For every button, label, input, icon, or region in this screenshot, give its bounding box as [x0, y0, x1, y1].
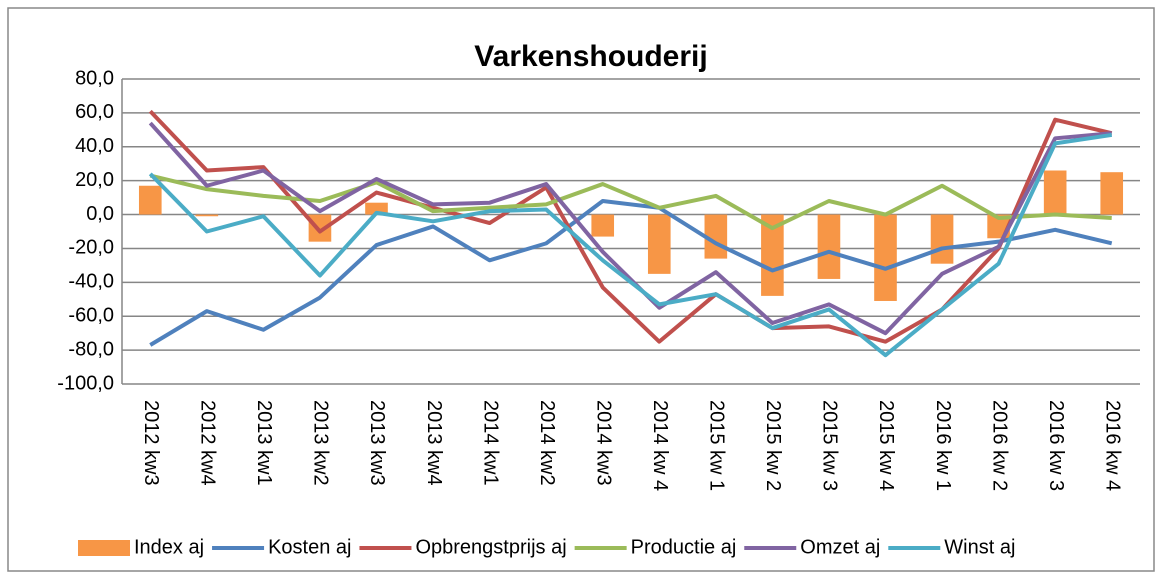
x-tick-label: 2015 kw 3: [819, 400, 841, 491]
x-tick-label: 2016 kw 3: [1045, 400, 1067, 491]
line-series: [149, 199, 1113, 347]
x-tick-label: 2014 kw3: [592, 400, 614, 486]
bar: [138, 185, 162, 215]
x-tick-label: 2013 kw1: [253, 400, 275, 486]
bar: [1043, 170, 1067, 215]
line-series: [148, 132, 1113, 358]
y-tick-label: 40,0: [75, 135, 114, 157]
bar: [591, 214, 615, 237]
bar: [365, 202, 388, 215]
x-tick-label: 2013 kw4: [423, 400, 445, 486]
x-tick-label: 2016 kw 2: [988, 400, 1010, 491]
x-tick-label: 2014 kw 4: [649, 400, 671, 491]
x-tick-label: 2012 kw3: [140, 400, 162, 486]
x-tick-label: 2015 kw 4: [875, 400, 897, 491]
line-series: [149, 173, 1112, 231]
x-tick-label: 2013 kw2: [310, 400, 332, 486]
legend-label: Productie aj: [631, 536, 737, 558]
legend-label: Opbrengstprijs aj: [415, 536, 566, 558]
bar: [195, 214, 219, 217]
legend-label: Index aj: [134, 536, 204, 558]
bar: [647, 214, 671, 274]
y-tick-label: -40,0: [68, 271, 114, 293]
y-tick-label: -80,0: [68, 338, 114, 360]
x-tick-label: 2013 kw3: [366, 400, 388, 486]
y-tick-label: 0,0: [86, 203, 114, 225]
legend-label: Winst aj: [944, 536, 1015, 558]
line-series: [148, 121, 1112, 336]
x-tick-label: 2016 kw 4: [1101, 400, 1123, 491]
legend-swatch: [78, 540, 130, 556]
x-tick-label: 2015 kw 2: [762, 400, 784, 491]
x-tick-label: 2016 kw 1: [932, 400, 954, 491]
y-tick-label: -100,0: [57, 372, 114, 394]
bar: [930, 214, 954, 264]
y-tick-label: -20,0: [68, 237, 114, 259]
bar: [1100, 172, 1124, 215]
bar: [761, 214, 784, 296]
chart-title: Varkenshouderij: [474, 40, 707, 73]
y-tick-label: 60,0: [75, 101, 114, 123]
x-tick-label: 2015 kw 1: [706, 400, 728, 491]
y-tick-label: 20,0: [75, 169, 114, 191]
x-tick-label: 2014 kw1: [479, 400, 501, 486]
x-tick-label: 2014 kw2: [536, 400, 558, 486]
bar: [874, 214, 897, 301]
x-tick-label: 2012 kw4: [197, 400, 219, 486]
legend-label: Kosten aj: [268, 536, 351, 558]
chart-border: [7, 7, 1155, 572]
bar: [308, 214, 332, 242]
legend-label: Omzet aj: [800, 536, 880, 558]
bar: [817, 214, 841, 279]
y-tick-label: -60,0: [68, 305, 114, 327]
y-tick-label: 80,0: [75, 67, 114, 89]
